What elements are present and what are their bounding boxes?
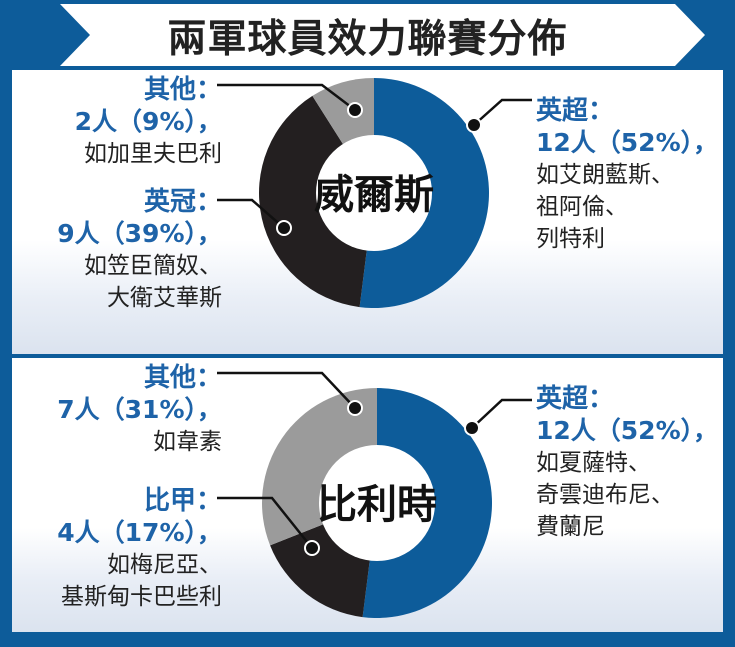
header-shape bbox=[0, 0, 735, 70]
category-label: 英超： bbox=[536, 384, 615, 414]
label-premier-belgium: 英超： 12人（52%）， 如夏薩特、 奇雲迪布尼、 費蘭尼 bbox=[536, 383, 718, 543]
leader-dot bbox=[347, 400, 363, 416]
count-label: 12人（52%）， bbox=[536, 416, 719, 445]
leader-line bbox=[217, 198, 285, 229]
donut-center-label: 比利時 bbox=[317, 482, 437, 528]
example-text: 列特利 bbox=[536, 226, 605, 252]
donut-chart-wales: 威爾斯 bbox=[217, 78, 532, 308]
leader-dot bbox=[276, 220, 292, 236]
leader-dot bbox=[347, 102, 363, 118]
example-text: 如夏薩特、 bbox=[536, 450, 651, 476]
label-championship-wales: 英冠： 9人（39%）， 如笠臣簡奴、 大衛艾華斯 bbox=[57, 186, 222, 314]
leader-line bbox=[217, 496, 313, 549]
leader-line bbox=[473, 98, 532, 126]
label-premier-wales: 英超： 12人（52%）， 如艾朗藍斯、 祖阿倫、 列特利 bbox=[536, 95, 718, 255]
count-label: 2人（9%）， bbox=[74, 107, 222, 136]
count-label: 9人（39%）， bbox=[57, 219, 222, 248]
example-text: 費蘭尼 bbox=[536, 514, 605, 540]
example-text: 祖阿倫、 bbox=[536, 194, 628, 220]
count-label: 12人（52%）， bbox=[536, 128, 719, 157]
chart-title: 兩軍球員效力聯賽分佈 bbox=[167, 17, 568, 62]
donut-center-label: 威爾斯 bbox=[314, 172, 434, 218]
category-label: 比甲： bbox=[143, 486, 222, 516]
category-label: 其他： bbox=[143, 75, 222, 105]
label-other-belgium: 其他： 7人（31%）， 如韋素 bbox=[57, 362, 222, 458]
category-label: 英冠： bbox=[143, 187, 222, 217]
leader-line bbox=[217, 371, 356, 409]
example-text: 如艾朗藍斯、 bbox=[536, 162, 674, 188]
title-ribbon bbox=[60, 4, 705, 66]
example-text: 大衛艾華斯 bbox=[107, 285, 222, 311]
category-label: 其他： bbox=[143, 363, 222, 393]
panel-belgium: 比利時 其他： 7人（31%）， 如韋素 比甲： 4人（17%）， 如梅尼亞、 … bbox=[12, 358, 723, 632]
donut-hole bbox=[316, 135, 432, 251]
example-text: 基斯甸卡巴些利 bbox=[61, 584, 222, 610]
label-other-wales: 其他： 2人（9%）， 如加里夫巴利 bbox=[75, 74, 222, 170]
count-label: 4人（17%）， bbox=[57, 518, 222, 547]
leader-line bbox=[217, 83, 356, 111]
leader-dot bbox=[466, 117, 482, 133]
example-text: 如加里夫巴利 bbox=[84, 141, 222, 167]
category-label: 英超： bbox=[536, 96, 615, 126]
example-text: 奇雲迪布尼、 bbox=[536, 482, 674, 508]
count-label: 7人（31%）， bbox=[57, 395, 222, 424]
example-text: 如梅尼亞、 bbox=[107, 552, 222, 578]
example-text: 如韋素 bbox=[153, 429, 222, 455]
panel-wales: 威爾斯 其他： 2人（9%）， 如加里夫巴利 英冠： 9人（39%）， 如笠臣簡… bbox=[12, 70, 723, 354]
label-proleague-belgium: 比甲： 4人（17%）， 如梅尼亞、 基斯甸卡巴些利 bbox=[57, 485, 222, 613]
header-banner: 兩軍球員效力聯賽分佈 bbox=[0, 0, 735, 70]
donut-hole bbox=[319, 445, 435, 561]
donut-chart-belgium: 比利時 bbox=[217, 371, 532, 618]
leader-line bbox=[471, 398, 532, 429]
leader-dot bbox=[304, 540, 320, 556]
leader-dot bbox=[464, 420, 480, 436]
example-text: 如笠臣簡奴、 bbox=[84, 253, 222, 279]
